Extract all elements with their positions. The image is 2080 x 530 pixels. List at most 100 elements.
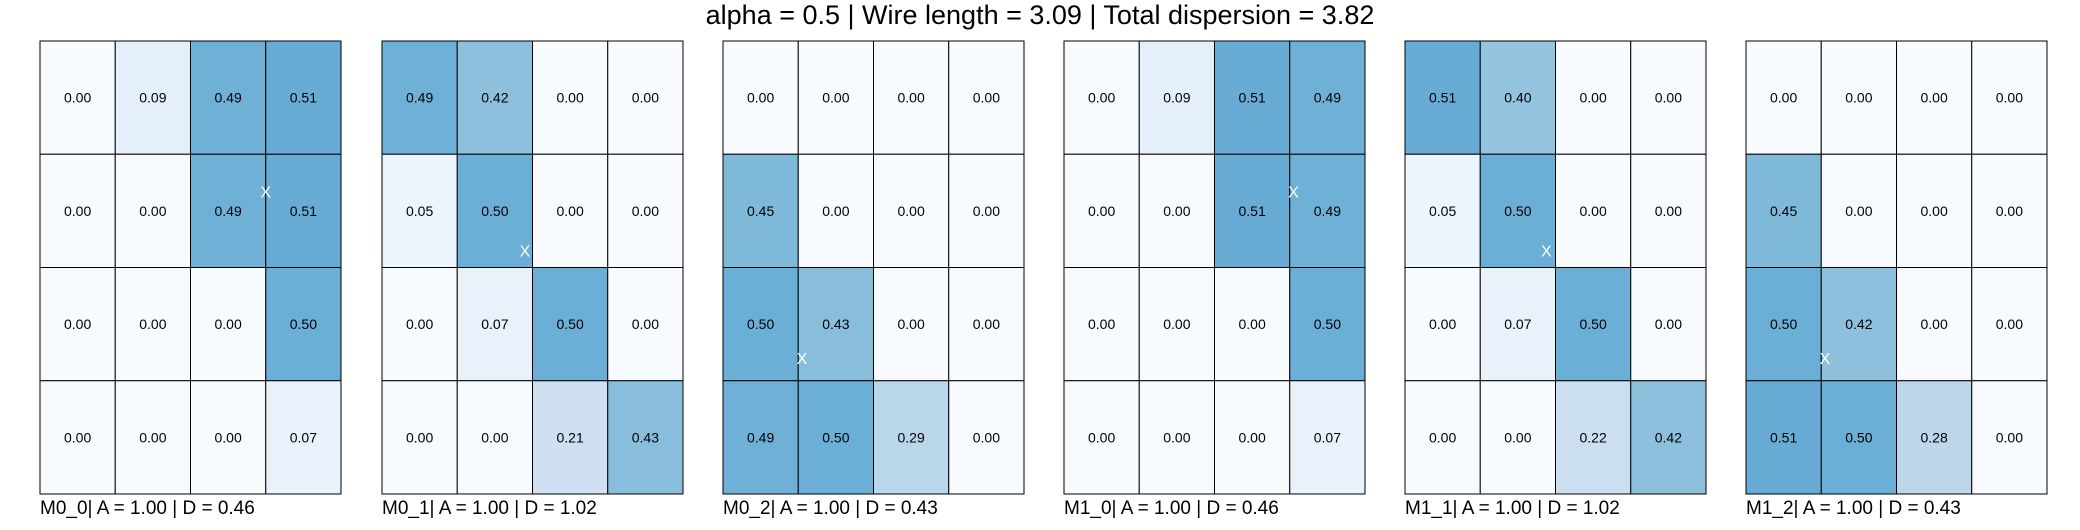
- cell-value-label: 0.00: [64, 429, 91, 445]
- cell-value-label: 0.00: [1996, 203, 2023, 219]
- cell-value-label: 0.00: [64, 203, 91, 219]
- heatmap-cell: [1555, 267, 1632, 382]
- heatmap-cell: [1555, 380, 1632, 495]
- cell-value-label: 0.42: [1655, 429, 1682, 445]
- cell-value-label: 0.07: [481, 316, 508, 332]
- centroid-marker: X: [797, 351, 808, 368]
- heatmap-panels: 0.00 0.09 0.49 0.51 0.00 0.00 0.49 0.51 0.00 0.00…: [39, 40, 2048, 519]
- cell-value-label: 0.00: [557, 90, 584, 106]
- heatmap-cell: [532, 267, 609, 382]
- heatmap-cell: [381, 153, 458, 268]
- heatmap-cell: [1820, 267, 1897, 382]
- cell-value-label: 0.49: [1314, 203, 1341, 219]
- cell-value-label: 0.00: [406, 316, 433, 332]
- cell-value-label: 0.49: [215, 203, 242, 219]
- heatmap-panel-m0-1: 0.49 0.42 0.00 0.00 0.05 0.50 0.00 0.00 0.00 0.07…: [381, 40, 684, 519]
- heatmap-cell: [1971, 40, 2048, 155]
- cell-value-label: 0.50: [290, 316, 317, 332]
- heatmap-cell: [1214, 380, 1291, 495]
- cell-value-label: 0.09: [139, 90, 166, 106]
- cell-value-label: 0.51: [1429, 90, 1456, 106]
- heatmap-cell: [114, 267, 191, 382]
- heatmap-cell: [1745, 380, 1822, 495]
- heatmap-cell: [1063, 40, 1140, 155]
- cell-value-label: 0.00: [139, 429, 166, 445]
- heatmap-cell: [722, 40, 799, 155]
- heatmap-cell: [797, 153, 874, 268]
- centroid-marker: X: [1820, 351, 1831, 368]
- cell-value-label: 0.00: [1845, 203, 1872, 219]
- cell-value-label: 0.00: [215, 316, 242, 332]
- heatmap-cell: [1214, 267, 1291, 382]
- panel-frame: [39, 40, 342, 495]
- cell-value-label: 0.51: [290, 203, 317, 219]
- heatmap-cell: [1745, 153, 1822, 268]
- heatmap-cell: [532, 153, 609, 268]
- cell-value-label: 0.50: [1845, 429, 1872, 445]
- heatmap-cell: [456, 153, 533, 268]
- cell-value-label: 0.40: [1504, 90, 1531, 106]
- heatmap-cell: [265, 153, 342, 268]
- centroid-marker: X: [1541, 244, 1552, 261]
- heatmap-cell: [797, 380, 874, 495]
- cell-value-label: 0.50: [747, 316, 774, 332]
- cell-value-label: 0.05: [406, 203, 433, 219]
- chart-title: alpha = 0.5 | Wire length = 3.09 | Total…: [706, 0, 1375, 30]
- cell-value-label: 0.50: [481, 203, 508, 219]
- cell-value-label: 0.00: [1996, 316, 2023, 332]
- panel-frame: [722, 40, 1025, 495]
- cell-value-label: 0.50: [1504, 203, 1531, 219]
- cell-value-label: 0.00: [632, 203, 659, 219]
- heatmap-panel-m0-2: 0.00 0.00 0.00 0.00 0.45 0.00 0.00 0.00 0.50 0.43…: [722, 40, 1025, 519]
- heatmap-cell: [1138, 380, 1215, 495]
- cell-value-label: 0.00: [1088, 316, 1115, 332]
- panel-label: M1_0| A = 1.00 | D = 0.46: [1064, 498, 1279, 519]
- heatmap-cell: [1745, 40, 1822, 155]
- heatmap-cell: [39, 380, 116, 495]
- heatmap-cell: [1630, 380, 1707, 495]
- heatmap-cell: [1289, 380, 1366, 495]
- cell-value-label: 0.00: [1504, 429, 1531, 445]
- cell-value-label: 0.05: [1429, 203, 1456, 219]
- heatmap-cell: [607, 267, 684, 382]
- heatmap-cell: [1404, 267, 1481, 382]
- cell-value-label: 0.51: [290, 90, 317, 106]
- centroid-marker: X: [520, 244, 531, 261]
- heatmap-cell: [797, 267, 874, 382]
- cell-value-label: 0.00: [557, 203, 584, 219]
- cell-value-label: 0.00: [898, 90, 925, 106]
- cell-value-label: 0.00: [64, 90, 91, 106]
- heatmap-panel-m1-2: 0.00 0.00 0.00 0.00 0.45 0.00 0.00 0.00 0.50 0.42…: [1745, 40, 2048, 519]
- heatmap-cell: [1555, 40, 1632, 155]
- cell-value-label: 0.00: [481, 429, 508, 445]
- heatmap-panel-m0-0: 0.00 0.09 0.49 0.51 0.00 0.00 0.49 0.51 0.00 0.00…: [39, 40, 342, 519]
- cell-value-label: 0.00: [973, 429, 1000, 445]
- cell-value-label: 0.50: [1314, 316, 1341, 332]
- cell-value-label: 0.00: [898, 203, 925, 219]
- cell-value-label: 0.51: [1770, 429, 1797, 445]
- heatmap-cell: [1404, 40, 1481, 155]
- cell-value-label: 0.50: [557, 316, 584, 332]
- cell-value-label: 0.00: [64, 316, 91, 332]
- heatmap-cell: [1479, 267, 1556, 382]
- cell-value-label: 0.00: [973, 316, 1000, 332]
- cell-value-label: 0.00: [1996, 429, 2023, 445]
- heatmap-cell: [114, 40, 191, 155]
- heatmap-cell: [1630, 267, 1707, 382]
- cell-value-label: 0.00: [139, 316, 166, 332]
- heatmap-cell: [1745, 267, 1822, 382]
- heatmap-cell: [948, 380, 1025, 495]
- heatmap-panel-m1-0: 0.00 0.09 0.51 0.49 0.00 0.00 0.51 0.49 0.00 0.00…: [1063, 40, 1366, 519]
- cell-value-label: 0.00: [139, 203, 166, 219]
- heatmap-cell: [1138, 267, 1215, 382]
- cell-value-label: 0.00: [1921, 316, 1948, 332]
- heatmap-cell: [722, 153, 799, 268]
- cell-value-label: 0.43: [822, 316, 849, 332]
- heatmap-cell: [873, 267, 950, 382]
- cell-value-label: 0.00: [1163, 429, 1190, 445]
- cell-value-label: 0.00: [1580, 203, 1607, 219]
- cell-value-label: 0.50: [822, 429, 849, 445]
- panel-frame: [381, 40, 684, 495]
- cell-value-label: 0.00: [1429, 316, 1456, 332]
- heatmap-cell: [265, 40, 342, 155]
